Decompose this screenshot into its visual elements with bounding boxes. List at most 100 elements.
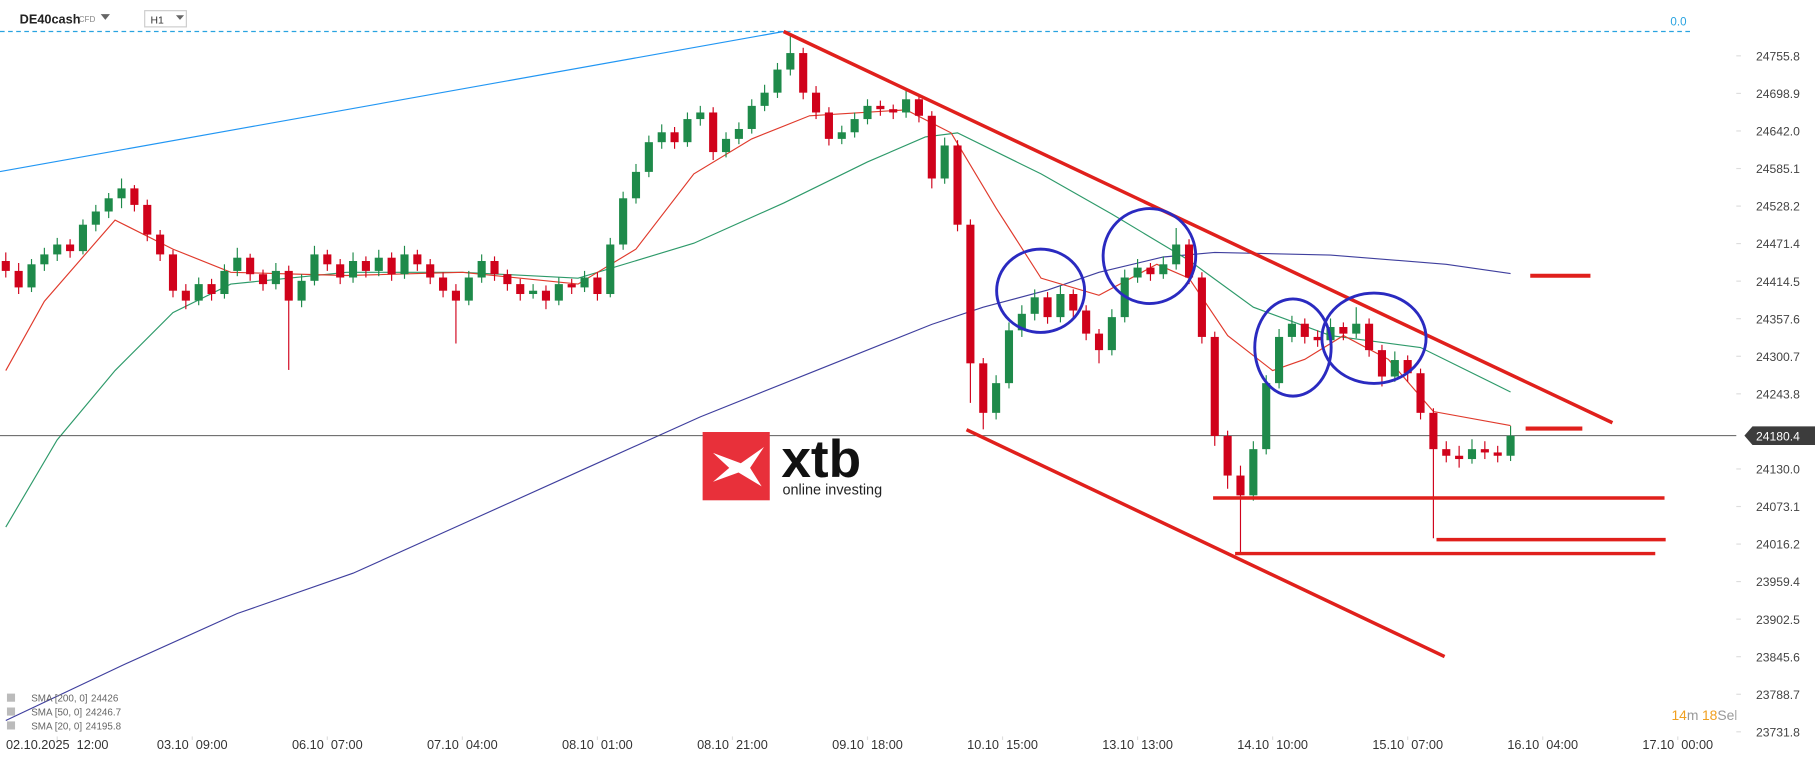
y-tick-label: 24528.2 [1756, 200, 1800, 214]
legend-name: SMA [50, 0] [31, 708, 82, 719]
candle-body [606, 244, 615, 295]
candle-body [117, 188, 126, 199]
candle-body [1416, 373, 1425, 413]
y-tick-label: 24130.0 [1756, 463, 1800, 477]
candle-body [1442, 449, 1451, 456]
candle-body [1236, 475, 1245, 496]
candle-body [130, 188, 139, 205]
trend-line [0, 30, 784, 173]
candle-body [812, 92, 821, 113]
candle-body [992, 383, 1001, 413]
candle-body [387, 257, 396, 275]
candle-body [1184, 244, 1194, 278]
candle-body [541, 290, 551, 301]
logo-tagline: online investing [782, 483, 882, 499]
fib-label: 0.0 [1670, 17, 1686, 29]
candle-body [451, 290, 460, 301]
x-tick-label: 08.10 01:00 [562, 737, 633, 752]
candle-body [143, 204, 152, 235]
candle-body [1262, 383, 1271, 450]
candle-body [1467, 449, 1477, 460]
x-tick-label: 02.10.2025 12:00 [6, 737, 109, 752]
legend-entry: SMA [50, 0] 24246.7 [31, 708, 121, 719]
candle-body [14, 270, 23, 288]
candle-body [1365, 323, 1374, 351]
candle-body [889, 109, 898, 113]
y-tick-label: 23731.8 [1756, 725, 1800, 739]
legend-entry: SMA [200, 0] 24426 [31, 694, 119, 705]
candle-body [27, 264, 36, 288]
candle-body [207, 284, 216, 295]
candle-body [863, 105, 872, 120]
candle-body [490, 261, 499, 275]
candle-body [670, 132, 679, 143]
candle-body [927, 115, 936, 179]
y-tick-label: 23845.6 [1756, 650, 1800, 664]
candle-body [297, 280, 306, 301]
candle-body [567, 284, 576, 288]
x-tick-label: 09.10 18:00 [832, 737, 903, 752]
candle-body [529, 290, 538, 295]
legend-name: SMA [20, 0] [31, 721, 82, 732]
candle-body [747, 105, 756, 129]
candle-body [1030, 297, 1039, 314]
candle-body [1146, 267, 1155, 275]
candle-body [580, 277, 589, 288]
candle-body [271, 270, 280, 285]
candle-body [91, 211, 100, 225]
candle-body [400, 254, 409, 275]
candle-body [439, 277, 448, 291]
candle-body [413, 254, 422, 265]
y-tick-label: 24642.0 [1756, 125, 1800, 139]
candle-body [1493, 452, 1502, 456]
x-tick-label: 03.10 09:00 [157, 737, 228, 752]
plot-area [0, 33, 1745, 721]
candle-body [374, 257, 383, 271]
candle-body [361, 261, 370, 271]
candle-body [348, 261, 358, 278]
y-tick-label: 24471.4 [1756, 237, 1800, 251]
candle-body [336, 264, 345, 278]
candle-body [709, 112, 718, 153]
legend-value: 24426 [91, 694, 119, 705]
y-tick-label: 24016.2 [1756, 538, 1800, 552]
candle-body [503, 274, 512, 285]
symbol[interactable]: DE40cash [20, 11, 81, 26]
candle-body [1377, 350, 1387, 377]
dropdown-arrow[interactable] [175, 15, 185, 20]
drawings [0, 29, 1690, 659]
highlight-circle [1101, 207, 1198, 305]
y-tick-label: 24357.6 [1756, 312, 1800, 326]
timeframe[interactable]: H1 [150, 15, 164, 26]
x-tick-label: 06.10 07:00 [292, 737, 363, 752]
candle-body [1094, 333, 1104, 351]
candle-body [1275, 336, 1284, 384]
candle-body [194, 284, 203, 301]
candle-body [284, 270, 293, 301]
toolbar: DE40cash CFD H1 [20, 10, 187, 28]
price-tag [1744, 426, 1815, 445]
candle-body [53, 244, 62, 255]
candle-body [1403, 360, 1412, 374]
countdown: 14m 18Sek [1671, 707, 1741, 723]
candle-body [799, 53, 808, 93]
candle-body [323, 254, 332, 265]
sma-line [5, 132, 1511, 528]
candle-body [786, 53, 795, 70]
candle-body [40, 254, 49, 265]
candle-body [426, 264, 435, 278]
candle-body [1249, 449, 1258, 496]
candle-body [979, 363, 988, 413]
candle-body [258, 274, 268, 285]
dropdown-arrow[interactable] [100, 14, 110, 20]
timeframe-box[interactable] [144, 10, 187, 28]
x-tick-label: 10.10 15:00 [967, 737, 1038, 752]
candle-body [181, 290, 190, 301]
candle-body [464, 277, 473, 301]
candle-body [233, 257, 242, 271]
candle-body [850, 119, 859, 133]
